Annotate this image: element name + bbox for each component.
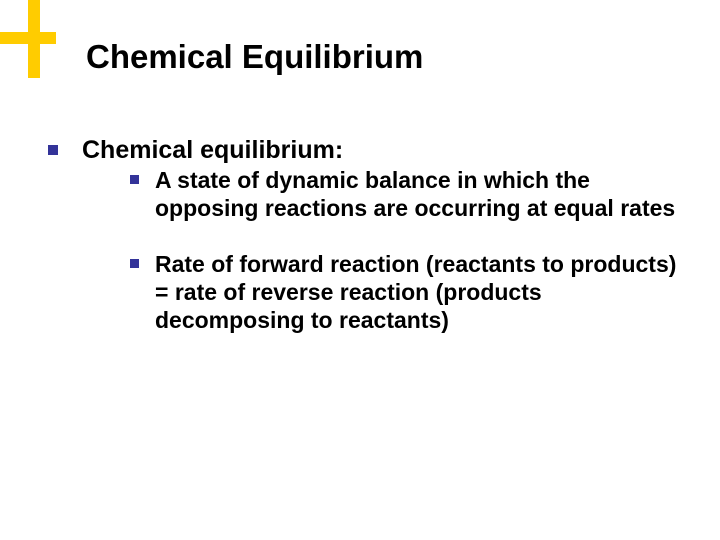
list-item: A state of dynamic balance in which the …	[130, 166, 680, 222]
list-item: Chemical equilibrium: A state of dynamic…	[48, 135, 680, 334]
list-item: Rate of forward reaction (reactants to p…	[130, 250, 680, 334]
accent-bar-vertical	[28, 0, 40, 78]
list-item-text: Chemical equilibrium:	[82, 135, 680, 166]
square-bullet-icon	[130, 259, 139, 268]
list-item-text: Rate of forward reaction (reactants to p…	[155, 250, 680, 334]
square-bullet-icon	[48, 145, 58, 155]
list-item-text: A state of dynamic balance in which the …	[155, 166, 680, 222]
slide-title: Chemical Equilibrium	[86, 38, 423, 76]
slide-body: Chemical equilibrium: A state of dynamic…	[48, 135, 680, 334]
square-bullet-icon	[130, 175, 139, 184]
